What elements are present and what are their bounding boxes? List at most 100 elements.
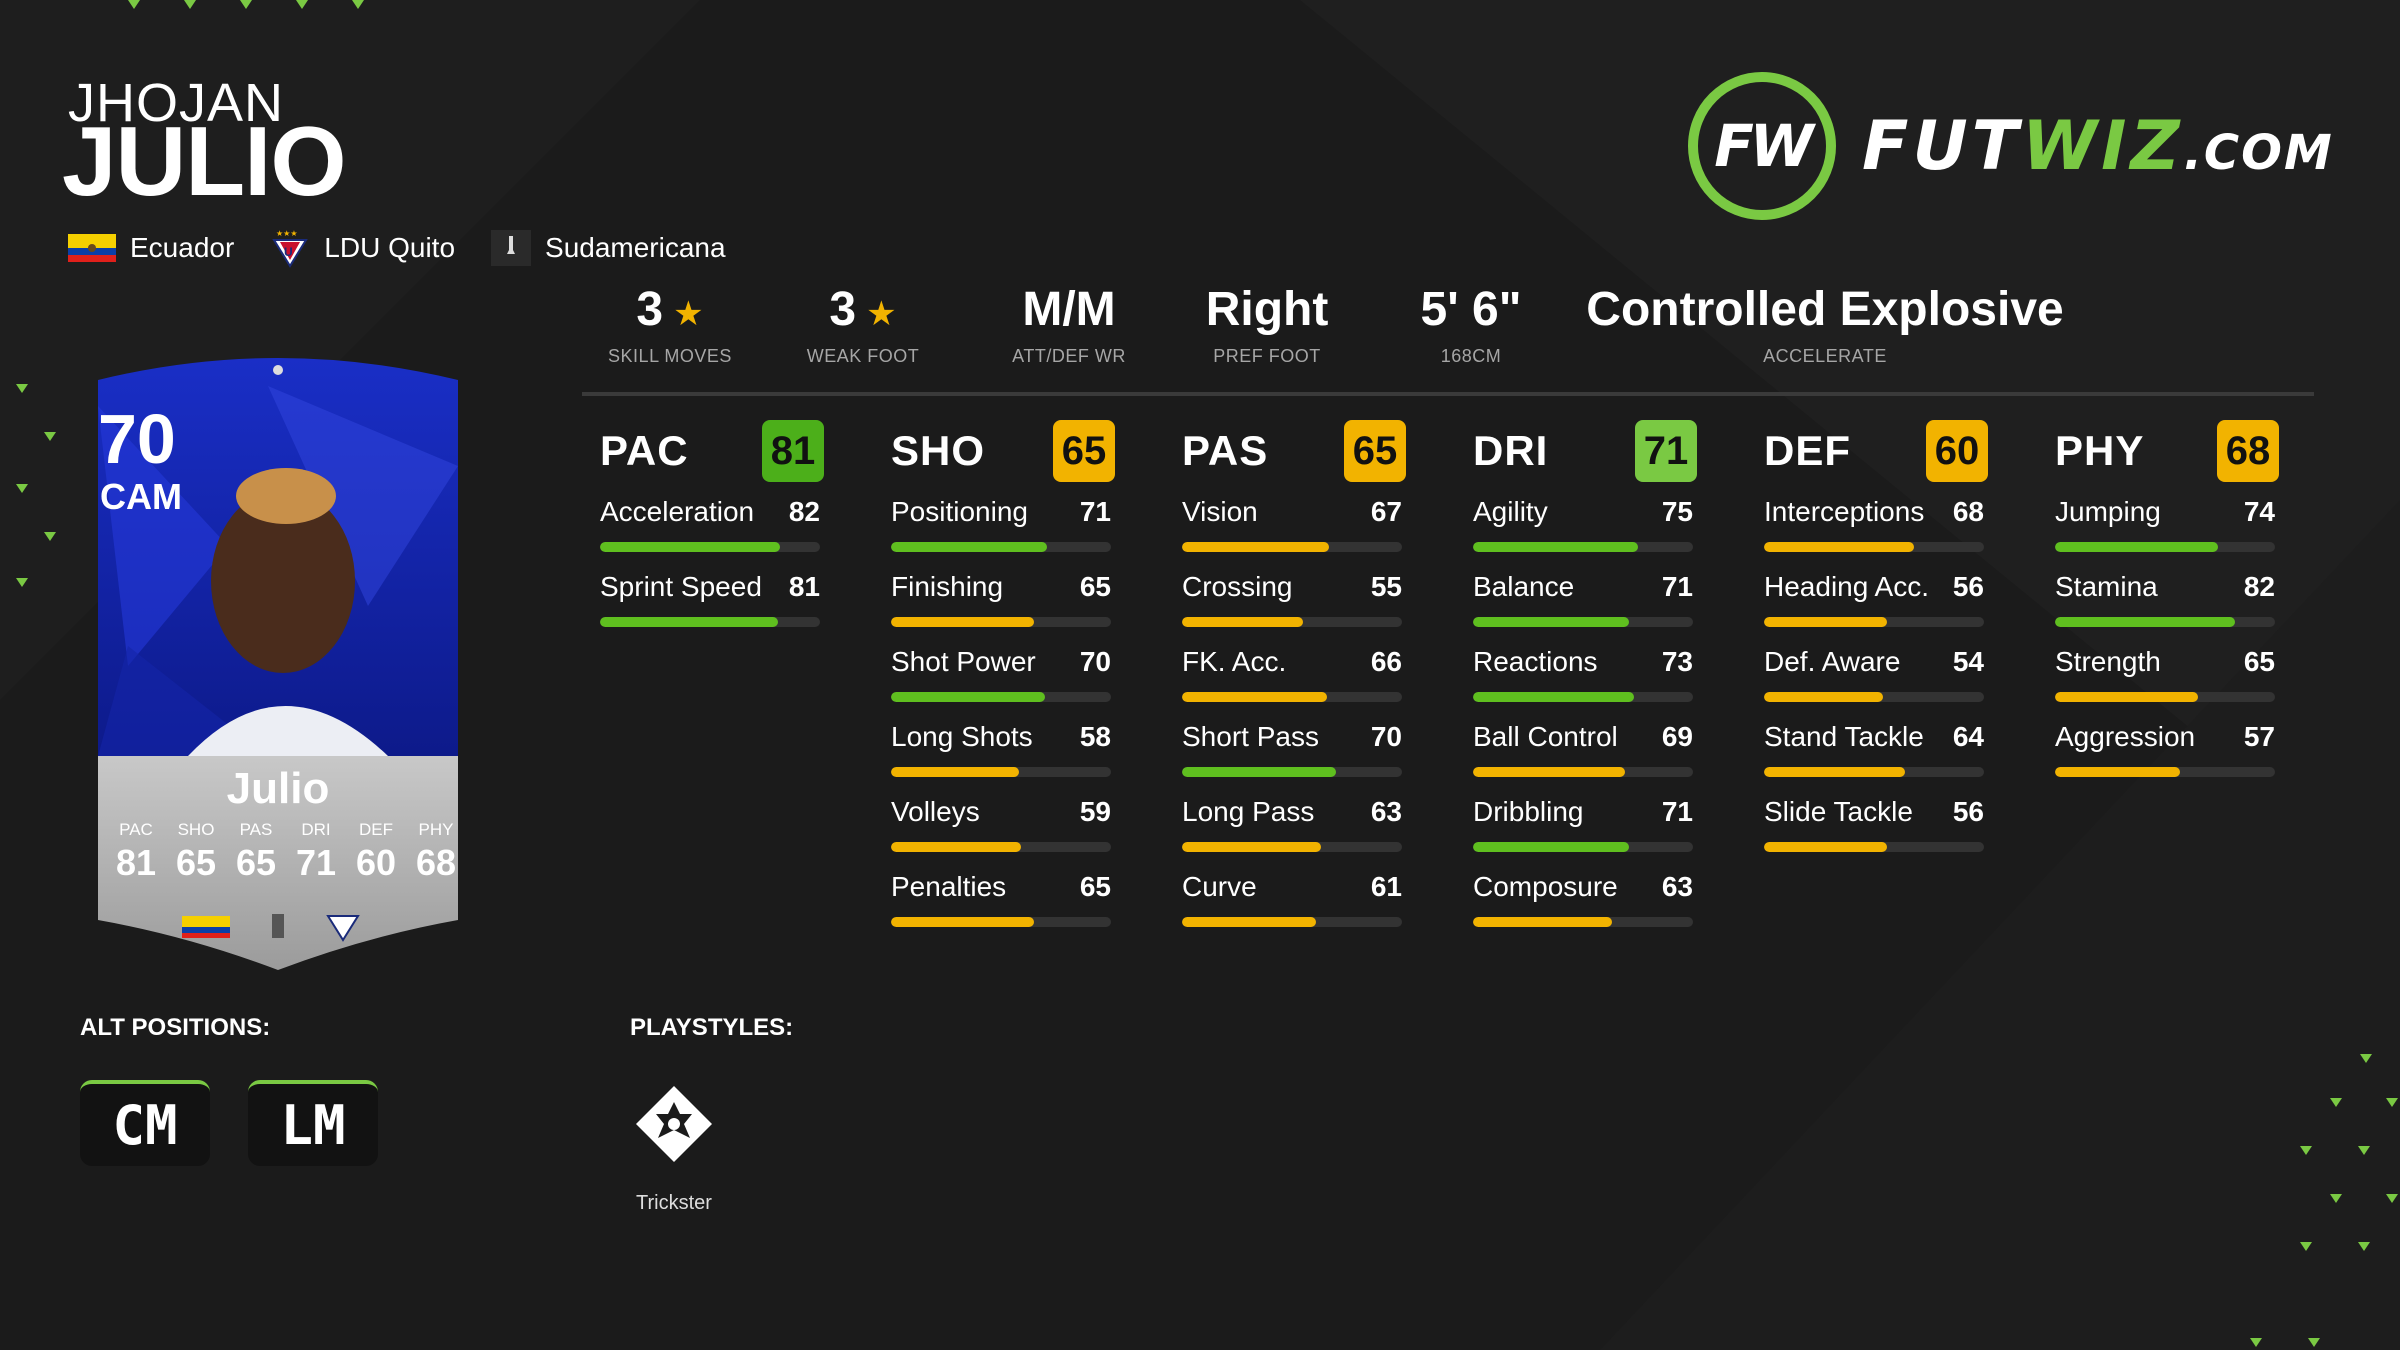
sub-stat-label: Def. Aware [1764, 646, 1901, 677]
sub-stat-bar-fill [600, 617, 779, 627]
sub-stat-label: Heading Acc. [1764, 571, 1929, 602]
sub-stat-bar-fill [1764, 617, 1888, 627]
sub-stat: Volleys 59 [891, 784, 1111, 859]
sub-stat-bar-fill [1182, 617, 1303, 627]
info-height: 5' 6" 168CM [1420, 283, 1522, 367]
sub-stat-bar [1182, 542, 1402, 552]
sub-stat: Shot Power 70 [891, 634, 1111, 709]
sub-stat-bar [1764, 767, 1984, 777]
sub-stat-bar [891, 542, 1111, 552]
card-stat-sho: SHO 65 [166, 820, 226, 884]
sub-stat: Slide Tackle 56 [1764, 784, 1984, 859]
divider [582, 392, 2314, 396]
stat-header: SHO 65 [891, 418, 1115, 484]
sub-stat-value: 82 [2243, 571, 2275, 602]
sub-stat-value: 71 [1661, 571, 1693, 602]
sub-stat-value: 65 [1079, 871, 1111, 902]
sub-stat: Reactions 73 [1473, 634, 1693, 709]
sub-stat-bar [1473, 542, 1693, 552]
sub-stat-value: 81 [788, 571, 820, 602]
sub-stat-value: 58 [1079, 721, 1111, 752]
sub-stat-bar-fill [2055, 692, 2198, 702]
sub-stat-bar-fill [891, 767, 1019, 777]
alt-position-lm[interactable]: LM [248, 1080, 378, 1166]
sub-stat-bar [1182, 917, 1402, 927]
sub-stat-bar-fill [2055, 767, 2181, 777]
sub-stat-label: Long Pass [1182, 796, 1315, 827]
sub-stat-value: 63 [1370, 796, 1402, 827]
info-pref-foot: Right PREF FOOT [1205, 283, 1329, 367]
sub-stat-value: 75 [1661, 496, 1693, 527]
sub-stat-bar-fill [1182, 767, 1336, 777]
sub-stat: Dribbling 71 [1473, 784, 1693, 859]
sub-stat-value: 61 [1370, 871, 1402, 902]
club-link[interactable]: ★★★ U LDU Quito [270, 228, 455, 268]
sub-stat-bar [1182, 842, 1402, 852]
sub-stat: Long Pass 63 [1182, 784, 1402, 859]
player-first-name: JHOJAN [68, 73, 285, 133]
alt-positions-title: ALT POSITIONS: [80, 1014, 271, 1041]
sub-stat-value: 70 [1079, 646, 1111, 677]
sub-stat: Interceptions 68 [1764, 484, 1984, 559]
card-stat-value: 81 [115, 842, 157, 883]
ldu-crest-icon: ★★★ U [270, 228, 310, 268]
sub-stat-value: 56 [1952, 796, 1984, 827]
alt-position-cm[interactable]: CM [80, 1080, 210, 1166]
sub-stat: Long Shots 58 [891, 709, 1111, 784]
futwiz-wordmark: FUTWIZ.COM [1862, 106, 2334, 186]
player-card[interactable]: 70 CAM Julio PAC 81 SHO 65 PAS 65 DRI 71 DEF 60 PH… [68, 346, 488, 970]
sub-stat-label: Aggression [2055, 721, 2196, 752]
stat-header: PHY 68 [2055, 418, 2279, 484]
sub-stat-label: Jumping [2055, 496, 2161, 527]
futwiz-logo[interactable]: FW FUTWIZ.COM [1688, 72, 2334, 220]
nation-link[interactable]: Ecuador [68, 232, 234, 264]
stat-column-phy: PHY 68 Jumping 74 Stamina 82 Strength 65 Aggress… [2055, 418, 2346, 934]
card-stat-label: SHO [177, 820, 215, 839]
sub-stat: Acceleration 82 [600, 484, 820, 559]
sub-stat: Agility 75 [1473, 484, 1693, 559]
stat-column-def: DEF 60 Interceptions 68 Heading Acc. 56 Def. A… [1764, 418, 2055, 934]
stat-badge: 65 [1344, 420, 1406, 482]
sub-stat: Sprint Speed 81 [600, 559, 820, 634]
sub-stat: Aggression 57 [2055, 709, 2275, 784]
sub-stat-value: 67 [1370, 496, 1402, 527]
card-stats: PAC 81 SHO 65 PAS 65 DRI 71 DEF 60 PHY 68 [106, 820, 466, 884]
sub-stat-label: Shot Power [891, 646, 1036, 677]
sub-stat: Def. Aware 54 [1764, 634, 1984, 709]
stats-grid: PAC 81 Acceleration 82 Sprint Speed 81 SHO 65 Po… [600, 418, 2346, 934]
info-work-rates: M/M ATT/DEF WR [1012, 283, 1126, 367]
sub-stat-bar [1182, 767, 1402, 777]
stat-name: DRI [1473, 427, 1549, 474]
card-stat-label: DRI [301, 820, 331, 839]
sub-stat: Balance 71 [1473, 559, 1693, 634]
card-stat-label: PAC [119, 820, 153, 839]
card-stat-label: PHY [418, 820, 454, 839]
card-stat-def: DEF 60 [346, 820, 406, 884]
trickster-playstyle-icon[interactable] [634, 1084, 714, 1169]
sub-stat-label: Finishing [891, 571, 1004, 602]
card-stat-label: DEF [359, 820, 393, 839]
sub-stat: FK. Acc. 66 [1182, 634, 1402, 709]
sub-stat-value: 70 [1370, 721, 1402, 752]
league-link[interactable]: Sudamericana [491, 230, 726, 266]
sub-stat-bar-fill [1764, 842, 1888, 852]
sub-stat-value: 82 [788, 496, 820, 527]
card-rating: 70 [98, 400, 176, 478]
sub-stat-bar-fill [2055, 542, 2218, 552]
sub-stat-bar-fill [1473, 692, 1634, 702]
sub-stat-bar-fill [891, 542, 1048, 552]
stat-header: DEF 60 [1764, 418, 1988, 484]
star-icon: ★ [673, 295, 704, 333]
stat-column-pac: PAC 81 Acceleration 82 Sprint Speed 81 [600, 418, 891, 934]
sub-stat-bar-fill [1764, 692, 1883, 702]
sub-stat: Ball Control 69 [1473, 709, 1693, 784]
sub-stat-bar [1764, 842, 1984, 852]
sub-stat-label: Dribbling [1473, 796, 1584, 827]
sub-stat-label: Vision [1182, 496, 1258, 527]
sub-stat: Composure 63 [1473, 859, 1693, 934]
sub-stat-bar [2055, 767, 2275, 777]
sub-stat-value: 64 [1952, 721, 1984, 752]
stat-badge: 81 [762, 420, 824, 482]
sub-stat-label: Crossing [1182, 571, 1293, 602]
sub-stat: Positioning 71 [891, 484, 1111, 559]
